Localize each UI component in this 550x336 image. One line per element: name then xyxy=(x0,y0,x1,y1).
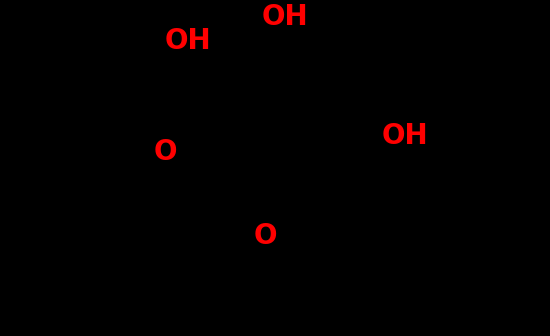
Text: OH: OH xyxy=(382,122,428,150)
Text: O: O xyxy=(153,138,177,167)
Text: OH: OH xyxy=(262,3,309,31)
Text: OH: OH xyxy=(165,27,212,55)
Text: O: O xyxy=(253,222,277,250)
